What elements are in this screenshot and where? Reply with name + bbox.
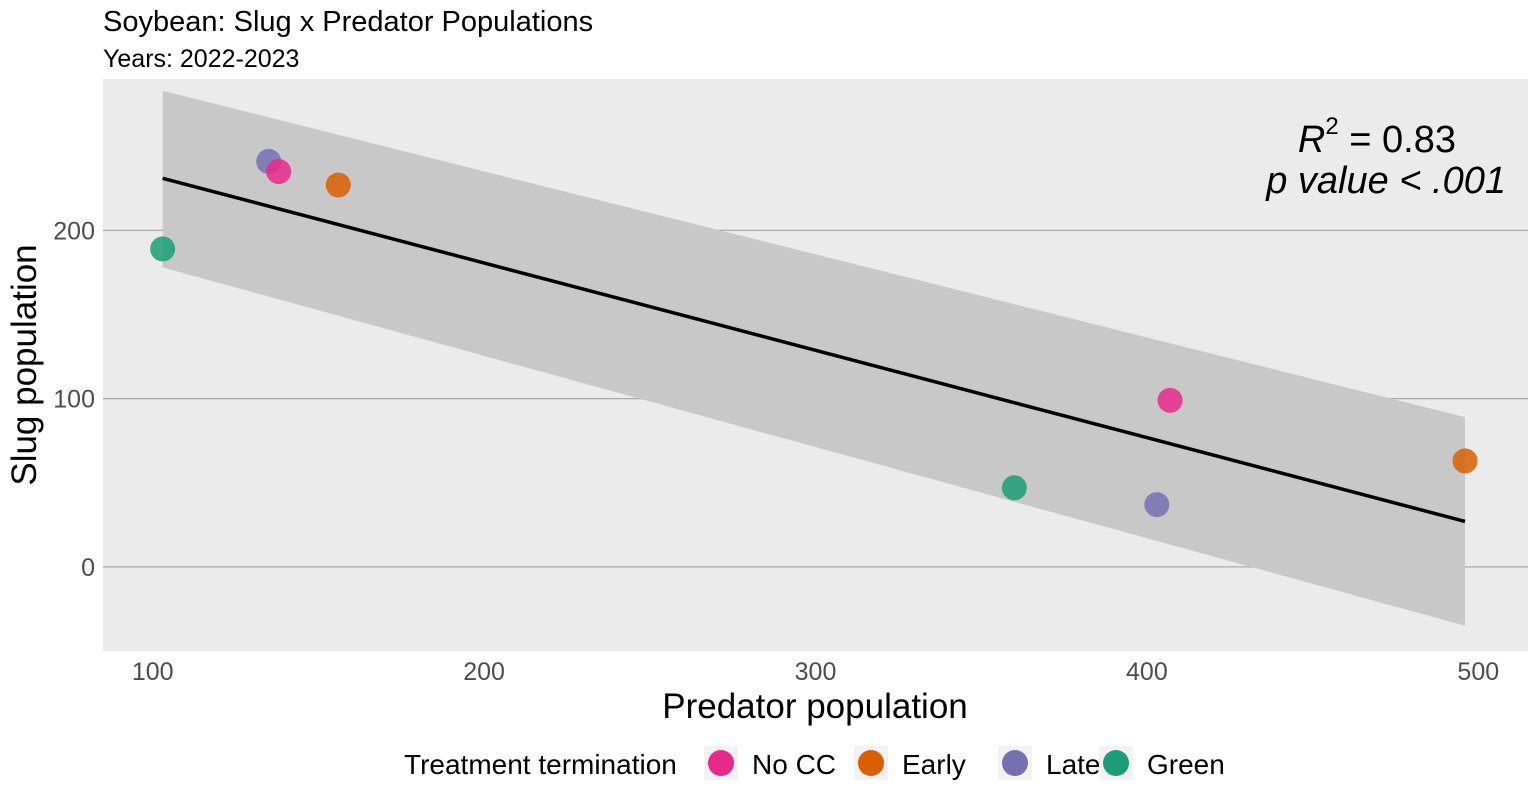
data-point-early-7 <box>1452 448 1478 474</box>
r-squared-value: = 0.83 <box>1339 119 1456 161</box>
chart-subtitle: Years: 2022-2023 <box>103 45 299 73</box>
x-tick-label-500: 500 <box>1457 658 1499 686</box>
confidence-band-layer <box>162 90 1466 626</box>
legend: Treatment termination No CC Early Late Gree… <box>404 746 1225 780</box>
r-squared-superscript: 2 <box>1325 113 1338 140</box>
legend-key-early <box>858 750 884 776</box>
r-squared-annotation: R2 = 0.83 <box>1298 113 1456 161</box>
data-point-late-5 <box>1144 492 1170 518</box>
legend-key-no-cc <box>708 750 734 776</box>
p-value-annotation: p value < .001 <box>1265 160 1506 202</box>
legend-label-early: Early <box>902 749 966 780</box>
y-tick-label-100: 100 <box>53 386 95 414</box>
r-squared-symbol: R <box>1298 119 1325 161</box>
y-tick-label-0: 0 <box>81 554 95 582</box>
data-point-no-cc-6 <box>1157 387 1183 413</box>
data-point-no-cc-2 <box>266 159 292 185</box>
data-point-green-4 <box>1001 475 1027 501</box>
legend-key-green <box>1103 750 1129 776</box>
chart-title: Soybean: Slug x Predator Populations <box>103 6 593 38</box>
x-tick-label-300: 300 <box>795 658 837 686</box>
x-tick-label-200: 200 <box>463 658 505 686</box>
x-tick-label-100: 100 <box>132 658 174 686</box>
legend-title: Treatment termination <box>404 749 677 780</box>
x-tick-labels: 100 200 300 400 500 <box>132 658 1499 686</box>
x-axis-label: Predator population <box>662 687 968 726</box>
x-tick-label-400: 400 <box>1126 658 1168 686</box>
data-point-green-0 <box>150 236 176 262</box>
y-tick-label-200: 200 <box>53 217 95 245</box>
points-layer <box>150 148 1478 518</box>
confidence-band <box>162 90 1466 626</box>
legend-label-green: Green <box>1147 749 1225 780</box>
legend-label-late: Late <box>1046 749 1101 780</box>
data-point-early-3 <box>325 172 351 198</box>
y-tick-labels: 0 100 200 <box>53 217 95 581</box>
y-axis-label: Slug population <box>5 244 44 485</box>
fit-line <box>162 176 1466 524</box>
legend-key-late <box>1002 750 1028 776</box>
fit-line-layer <box>162 176 1466 524</box>
legend-label-no-cc: No CC <box>752 749 836 780</box>
